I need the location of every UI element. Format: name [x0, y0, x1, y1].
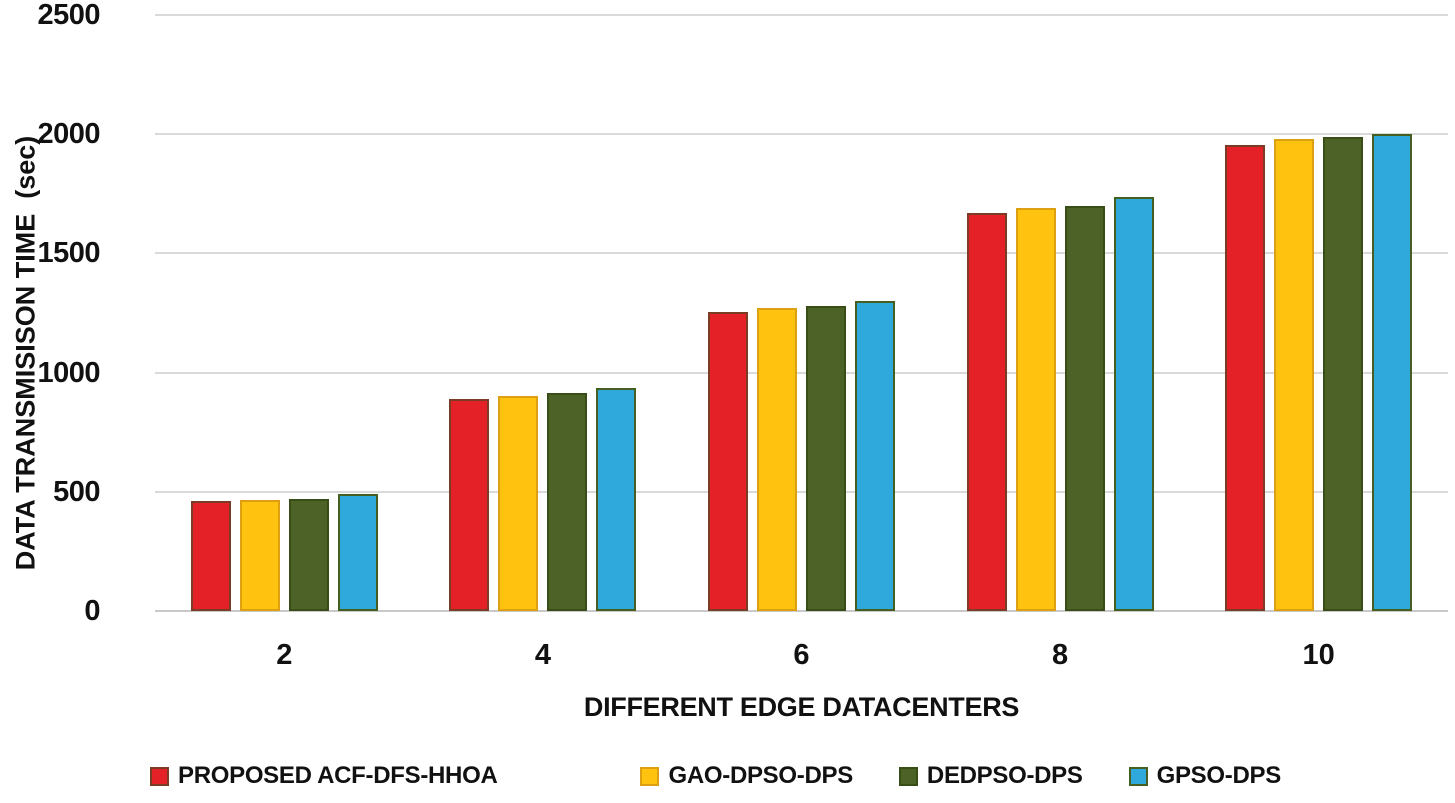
legend-label: GAO-DPSO-DPS [668, 762, 853, 789]
x-tick-label: 6 [793, 639, 810, 671]
y-tick-label: 1500 [37, 237, 100, 270]
bar [337, 494, 378, 611]
bar [966, 212, 1007, 611]
bar-group [1189, 15, 1448, 611]
bar [854, 301, 895, 611]
y-axis-tick-labels: 0 500 1000 1500 2000 2500 [0, 0, 128, 627]
legend-swatch-icon [898, 766, 918, 786]
y-tick-label: 2500 [37, 0, 100, 31]
bar [756, 308, 797, 611]
legend: PROPOSED ACF-DFS-HHOA GAO-DPSO-DPS DEDPSO-… [150, 757, 1327, 795]
y-tick-label: 500 [53, 475, 100, 508]
bar-group [414, 15, 673, 611]
bar [1323, 136, 1364, 611]
plot-area [155, 14, 1448, 612]
legend-swatch-icon [640, 766, 660, 786]
legend-swatch-icon [1128, 766, 1148, 786]
legend-item: GPSO-DPS [1128, 762, 1282, 790]
y-tick-label: 2000 [37, 118, 100, 151]
bar [1274, 138, 1315, 611]
bar-groups [155, 15, 1448, 611]
bar [596, 388, 637, 611]
x-tick-label: 8 [1052, 639, 1069, 671]
gridline [155, 490, 1448, 493]
x-tick-label: 4 [534, 639, 551, 671]
legend-item: PROPOSED ACF-DFS-HHOA [150, 762, 498, 790]
legend-label: DEDPSO-DPS [926, 762, 1083, 789]
legend-swatch-icon [150, 766, 169, 786]
y-tick-label: 0 [84, 595, 100, 627]
bar [1064, 205, 1105, 611]
bar [1225, 144, 1266, 611]
bar [449, 398, 490, 611]
x-tick-label: 10 [1302, 639, 1335, 671]
bar [707, 311, 748, 611]
gridline [155, 371, 1448, 374]
x-axis-line [155, 610, 1448, 612]
x-tick-label: 2 [276, 639, 293, 671]
legend-item: GAO-DPSO-DPS [640, 762, 853, 790]
bar [498, 396, 539, 611]
x-axis-tick-labels: 2 4 6 8 10 [155, 638, 1448, 672]
legend-label: GPSO-DPS [1156, 762, 1282, 789]
legend-item: DEDPSO-DPS [898, 762, 1083, 790]
x-axis-title: DIFFERENT EDGE DATACENTERS [583, 692, 1020, 722]
bar [805, 305, 846, 611]
bar-group [672, 15, 931, 611]
bar [1015, 208, 1056, 611]
bar [239, 500, 280, 611]
bar [1372, 134, 1413, 611]
bar [1113, 197, 1154, 611]
y-tick-label: 1000 [37, 356, 100, 389]
legend-label: PROPOSED ACF-DFS-HHOA [178, 762, 498, 789]
bar [288, 498, 329, 611]
gridline [155, 133, 1448, 136]
bar [547, 392, 588, 611]
gridline [155, 252, 1448, 255]
bar-group [931, 15, 1190, 611]
bar [190, 501, 231, 611]
gridline [155, 14, 1448, 16]
bar-group [155, 15, 414, 611]
